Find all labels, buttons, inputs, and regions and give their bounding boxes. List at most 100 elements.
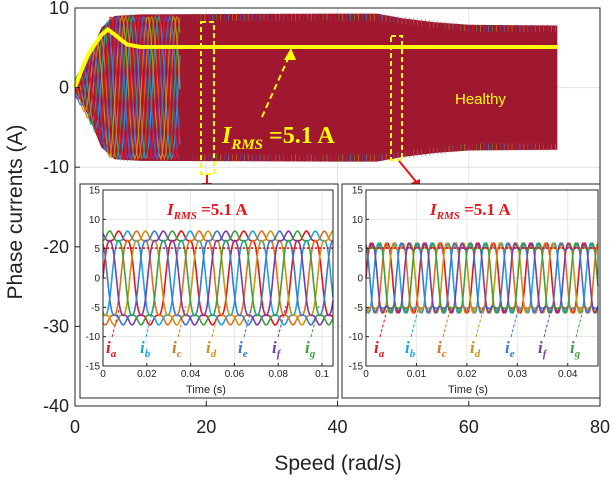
inset-x-tick-label: 0.04 bbox=[558, 369, 578, 380]
phase-label-c: ic bbox=[437, 338, 447, 360]
waveform-if bbox=[365, 241, 599, 315]
phase-label-subscript: f bbox=[543, 348, 548, 360]
phase-label-d: id bbox=[470, 338, 481, 360]
inset-y-tick-label: 0 bbox=[94, 274, 100, 285]
phase-pointer-d bbox=[475, 305, 485, 338]
inset-y-tick-label: 15 bbox=[352, 186, 364, 197]
phase-label-g: ig bbox=[305, 338, 316, 360]
phase-label-letter: i bbox=[470, 338, 475, 357]
phase-label-f: if bbox=[538, 338, 548, 360]
rms-current-line bbox=[73, 26, 558, 89]
waveform-ig bbox=[102, 230, 334, 326]
phase-label-subscript: g bbox=[309, 348, 316, 360]
inset-left-phase-labels: ia ib ic id ie if ig bbox=[106, 305, 320, 360]
phase-label-subscript: a bbox=[111, 348, 117, 360]
phase-label-subscript: f bbox=[277, 348, 282, 360]
main-x-tick-label: 80 bbox=[590, 417, 610, 437]
svg-text:IRMS =5.1 A: IRMS =5.1 A bbox=[221, 123, 335, 153]
phase-label-letter: i bbox=[538, 338, 543, 357]
inset-right-plot: 0 0.01 0.02 0.03 0.04 15 10 5 0 -5 -10 -15 bbox=[349, 186, 599, 380]
phase-label-e: ie bbox=[505, 338, 515, 360]
phase-pointer-d bbox=[211, 305, 221, 338]
inset-x-tick-label: 0 bbox=[100, 369, 106, 380]
inset-x-tick-label: 0.03 bbox=[508, 369, 528, 380]
main-x-tick-label: 40 bbox=[327, 417, 347, 437]
startup-trace bbox=[74, 13, 181, 162]
inset-y-tick-label: 15 bbox=[89, 186, 101, 197]
main-x-tick-label: 0 bbox=[70, 417, 80, 437]
inset-y-tick-label: 5 bbox=[94, 244, 100, 255]
inset-y-tick-label: 0 bbox=[357, 274, 363, 285]
phase-label-subscript: c bbox=[442, 348, 447, 360]
phase-label-subscript: g bbox=[574, 348, 581, 360]
main-y-tick-label: -30 bbox=[43, 316, 69, 336]
phase-label-e: ie bbox=[238, 338, 248, 360]
main-y-tick-label: 10 bbox=[49, 0, 69, 18]
phase-label-letter: i bbox=[206, 338, 211, 357]
phase-pointer-b bbox=[410, 305, 420, 338]
main-x-tick-label: 20 bbox=[196, 417, 216, 437]
main-rms-annotation: IRMS =5.1 A bbox=[221, 123, 335, 153]
startup-trace bbox=[74, 13, 181, 162]
main-x-tick-label: 60 bbox=[459, 417, 479, 437]
main-y-tick-label: -10 bbox=[43, 157, 69, 177]
inset-x-tick-label: 0.06 bbox=[225, 369, 245, 380]
phase-label-letter: i bbox=[272, 338, 277, 357]
zoom-box-right bbox=[390, 35, 403, 161]
waveform-ie bbox=[102, 230, 334, 326]
inset-y-tick-label: 5 bbox=[357, 244, 363, 255]
phase-label-subscript: b bbox=[410, 348, 416, 360]
phase-label-g: ig bbox=[570, 338, 581, 360]
phase-label-subscript: c bbox=[177, 348, 182, 360]
waveform-if bbox=[102, 230, 334, 326]
phase-label-letter: i bbox=[570, 338, 575, 357]
phase-label-letter: i bbox=[172, 338, 177, 357]
main-y-tick-label: -40 bbox=[43, 396, 69, 416]
phase-pointer-f bbox=[277, 305, 287, 338]
phase-label-a: ia bbox=[374, 338, 385, 360]
inset-x-tick-label: 0.01 bbox=[407, 369, 427, 380]
phase-label-letter: i bbox=[437, 338, 442, 357]
phase-pointer-e bbox=[510, 305, 520, 338]
main-y-tick-label: -20 bbox=[43, 237, 69, 257]
inset-y-tick-label: -15 bbox=[349, 362, 364, 373]
inset-y-tick-label: -10 bbox=[349, 332, 364, 343]
rms-subscript: RMS bbox=[230, 137, 263, 153]
inset-right-rms-value: =5.1 A bbox=[460, 200, 511, 219]
waveform-ig bbox=[365, 241, 599, 315]
zoom-box-left bbox=[200, 21, 215, 175]
inset-y-tick-label: 10 bbox=[89, 215, 101, 226]
inset-y-tick-label: -15 bbox=[86, 362, 101, 373]
inset-right-phase-labels: ia ib ic id ie if ig bbox=[374, 305, 585, 360]
phase-label-d: id bbox=[206, 338, 217, 360]
phase-label-subscript: d bbox=[475, 348, 481, 360]
main-y-axis-label: Phase currents (A) bbox=[4, 124, 27, 299]
svg-text:IRMS =5.1 A: IRMS =5.1 A bbox=[166, 200, 248, 222]
phase-pointer-b bbox=[145, 305, 155, 338]
rms-symbol: I bbox=[221, 123, 233, 149]
phase-label-b: ib bbox=[405, 338, 416, 360]
phase-label-letter: i bbox=[505, 338, 510, 357]
inset-y-tick-label: -5 bbox=[354, 303, 363, 314]
inset-right-rms-annotation: IRMS =5.1 A bbox=[429, 200, 511, 222]
inset-y-tick-label: -10 bbox=[86, 332, 101, 343]
phase-label-letter: i bbox=[374, 338, 379, 357]
inset-left-rms-subscript: RMS bbox=[173, 210, 197, 222]
inset-left-plot: 0 0.02 0.04 0.06 0.08 0.1 15 10 5 0 -5 -10 -15 bbox=[86, 186, 334, 380]
inset-x-tick-label: 0.08 bbox=[269, 369, 289, 380]
phase-pointer-c bbox=[177, 305, 187, 338]
phase-label-subscript: e bbox=[243, 348, 248, 360]
phase-pointer-f bbox=[543, 305, 553, 338]
phase-label-letter: i bbox=[305, 338, 310, 357]
inset-y-tick-label: 10 bbox=[352, 215, 364, 226]
phase-pointer-g bbox=[575, 305, 585, 338]
phase-pointer-e bbox=[243, 305, 253, 338]
svg-text:IRMS =5.1 A: IRMS =5.1 A bbox=[429, 200, 511, 222]
waveform-ie bbox=[365, 241, 599, 315]
inset-right-rms-symbol: I bbox=[429, 200, 438, 219]
inset-left-x-axis-label: Time (s) bbox=[186, 384, 226, 396]
inset-left-rms-annotation: IRMS =5.1 A bbox=[166, 200, 248, 222]
inset-right-rms-subscript: RMS bbox=[436, 210, 460, 222]
inset-left-rms-value: =5.1 A bbox=[197, 200, 248, 219]
